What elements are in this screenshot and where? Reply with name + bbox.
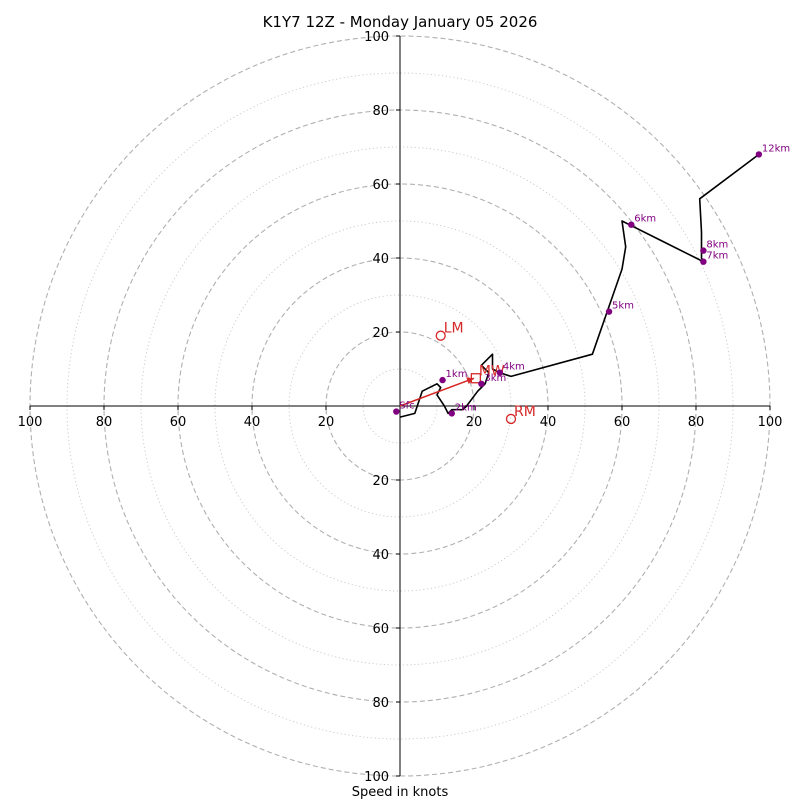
storm-marker-lm — [435, 330, 446, 341]
x-tick-label: 60 — [170, 415, 187, 430]
height-label-7km: 7km — [706, 251, 728, 262]
height-marker-2km — [448, 410, 455, 417]
x-tick-label: 20 — [318, 415, 335, 430]
x-tick-label: 100 — [18, 415, 43, 430]
y-tick-label: 100 — [364, 770, 389, 785]
x-tick-label: 80 — [96, 415, 113, 430]
y-tick-label: 100 — [364, 30, 389, 45]
height-marker-5km — [605, 308, 613, 315]
x-tick-label: 60 — [614, 415, 631, 430]
y-tick-label: 20 — [372, 326, 389, 341]
height-label-3km: 3km — [484, 373, 506, 384]
chart-title: K1Y7 12Z - Monday January 05 2026 — [263, 13, 538, 31]
hodograph-line — [399, 153, 760, 418]
y-tick-label: 40 — [372, 548, 389, 563]
y-tick-label: 80 — [372, 696, 389, 711]
x-tick-label: 80 — [688, 415, 705, 430]
shear-vector-head — [466, 377, 474, 384]
storm-label-rm: RM — [514, 404, 536, 420]
height-marker-sfc — [393, 408, 400, 415]
storm-marker-mw — [470, 373, 482, 384]
x-tick-label: 40 — [244, 415, 261, 430]
height-marker-6km — [628, 221, 635, 228]
height-marker-8km — [700, 247, 707, 254]
height-label-4km: 4km — [503, 362, 525, 373]
height-label-1km: 1km — [446, 369, 468, 380]
shear-vector — [399, 377, 475, 407]
y-tick-label: 80 — [372, 104, 389, 119]
height-label-12km: 12km — [762, 143, 790, 154]
x-tick-label: 40 — [540, 415, 557, 430]
x-tick-label: 100 — [758, 415, 783, 430]
height-label-sfc: Sfc — [399, 401, 414, 412]
height-label-2km: 2km — [455, 402, 477, 413]
y-tick-label: 60 — [372, 622, 389, 637]
height-marker-1km — [439, 376, 446, 384]
height-marker-3km — [478, 380, 485, 387]
y-tick-label: 60 — [372, 178, 389, 193]
x-tick-label: 20 — [466, 415, 483, 430]
shear-vector-line — [399, 377, 475, 407]
x-axis-label: Speed in knots — [352, 785, 449, 800]
storm-marker-rm — [505, 413, 517, 425]
height-label-8km: 8km — [706, 240, 728, 251]
tick-labels: 100 80 60 40 20 20 40 60 80 100 20 40 60 80 100 20 40 60 8… — [18, 30, 783, 785]
y-tick-label: 40 — [372, 252, 389, 267]
y-tick-label: 20 — [372, 474, 389, 489]
hodograph-trace — [399, 153, 760, 418]
height-label-5km: 5km — [612, 301, 634, 312]
height-marker-12km — [755, 151, 763, 158]
height-marker-7km — [700, 258, 707, 265]
height-marker-4km — [496, 369, 504, 376]
storm-label-lm: LM — [444, 321, 464, 337]
height-label-6km: 6km — [634, 214, 656, 225]
